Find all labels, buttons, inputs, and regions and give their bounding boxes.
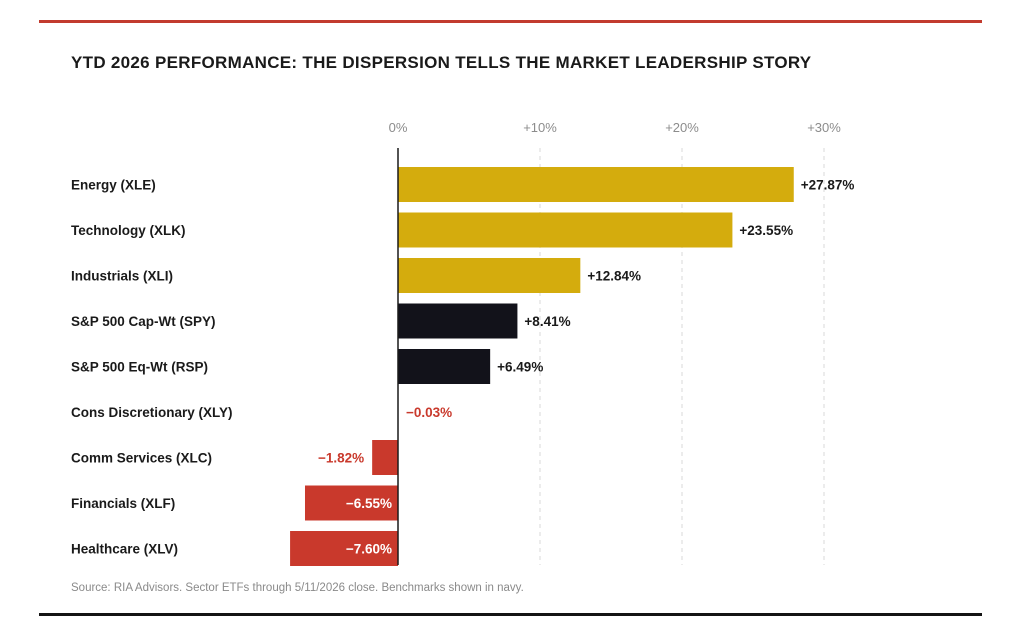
value-label: +23.55%: [739, 223, 793, 238]
bar: [290, 531, 398, 566]
x-tick-label: +30%: [807, 120, 841, 135]
category-label: Healthcare (XLV): [71, 542, 178, 557]
bar: [304, 485, 398, 521]
x-tick-label: 0%: [389, 120, 408, 135]
category-label: Technology (XLK): [71, 223, 186, 238]
bar: [398, 167, 794, 202]
category-label: S&P 500 Cap-Wt (SPY): [71, 314, 216, 329]
value-label: −1.82%: [318, 451, 364, 466]
category-label: S&P 500 Eq-Wt (RSP): [71, 360, 208, 375]
category-label: Industrials (XLI): [71, 269, 173, 284]
category-label: Financials (XLF): [71, 496, 175, 511]
category-label: Cons Discretionary (XLY): [71, 405, 233, 420]
top-rule: [39, 20, 982, 23]
value-label: −6.55%: [346, 496, 392, 511]
category-label: Energy (XLE): [71, 178, 156, 193]
bar-chart: 0% +10% +20% +30% Energy (XLE) +27.87% Technol…: [71, 120, 855, 566]
value-label: +12.84%: [587, 269, 641, 284]
x-tick-label: +10%: [523, 120, 557, 135]
bar: [398, 212, 733, 248]
bar: [398, 303, 518, 339]
value-label: +27.87%: [801, 178, 855, 193]
chart-card: YTD 2026 PERFORMANCE: THE DISPERSION TEL…: [39, 20, 982, 616]
value-label: −0.03%: [406, 405, 452, 420]
bottom-rule: [39, 613, 982, 616]
source-note: Source: RIA Advisors. Sector ETFs throug…: [71, 582, 524, 594]
x-tick-label: +20%: [665, 120, 699, 135]
bar: [372, 440, 398, 475]
value-label: −7.60%: [346, 542, 392, 557]
value-label: +6.49%: [497, 360, 543, 375]
bar: [398, 349, 491, 384]
bar: [398, 258, 581, 293]
chart-title: YTD 2026 PERFORMANCE: THE DISPERSION TEL…: [71, 53, 812, 72]
category-label: Comm Services (XLC): [71, 451, 212, 466]
value-label: +8.41%: [524, 314, 570, 329]
